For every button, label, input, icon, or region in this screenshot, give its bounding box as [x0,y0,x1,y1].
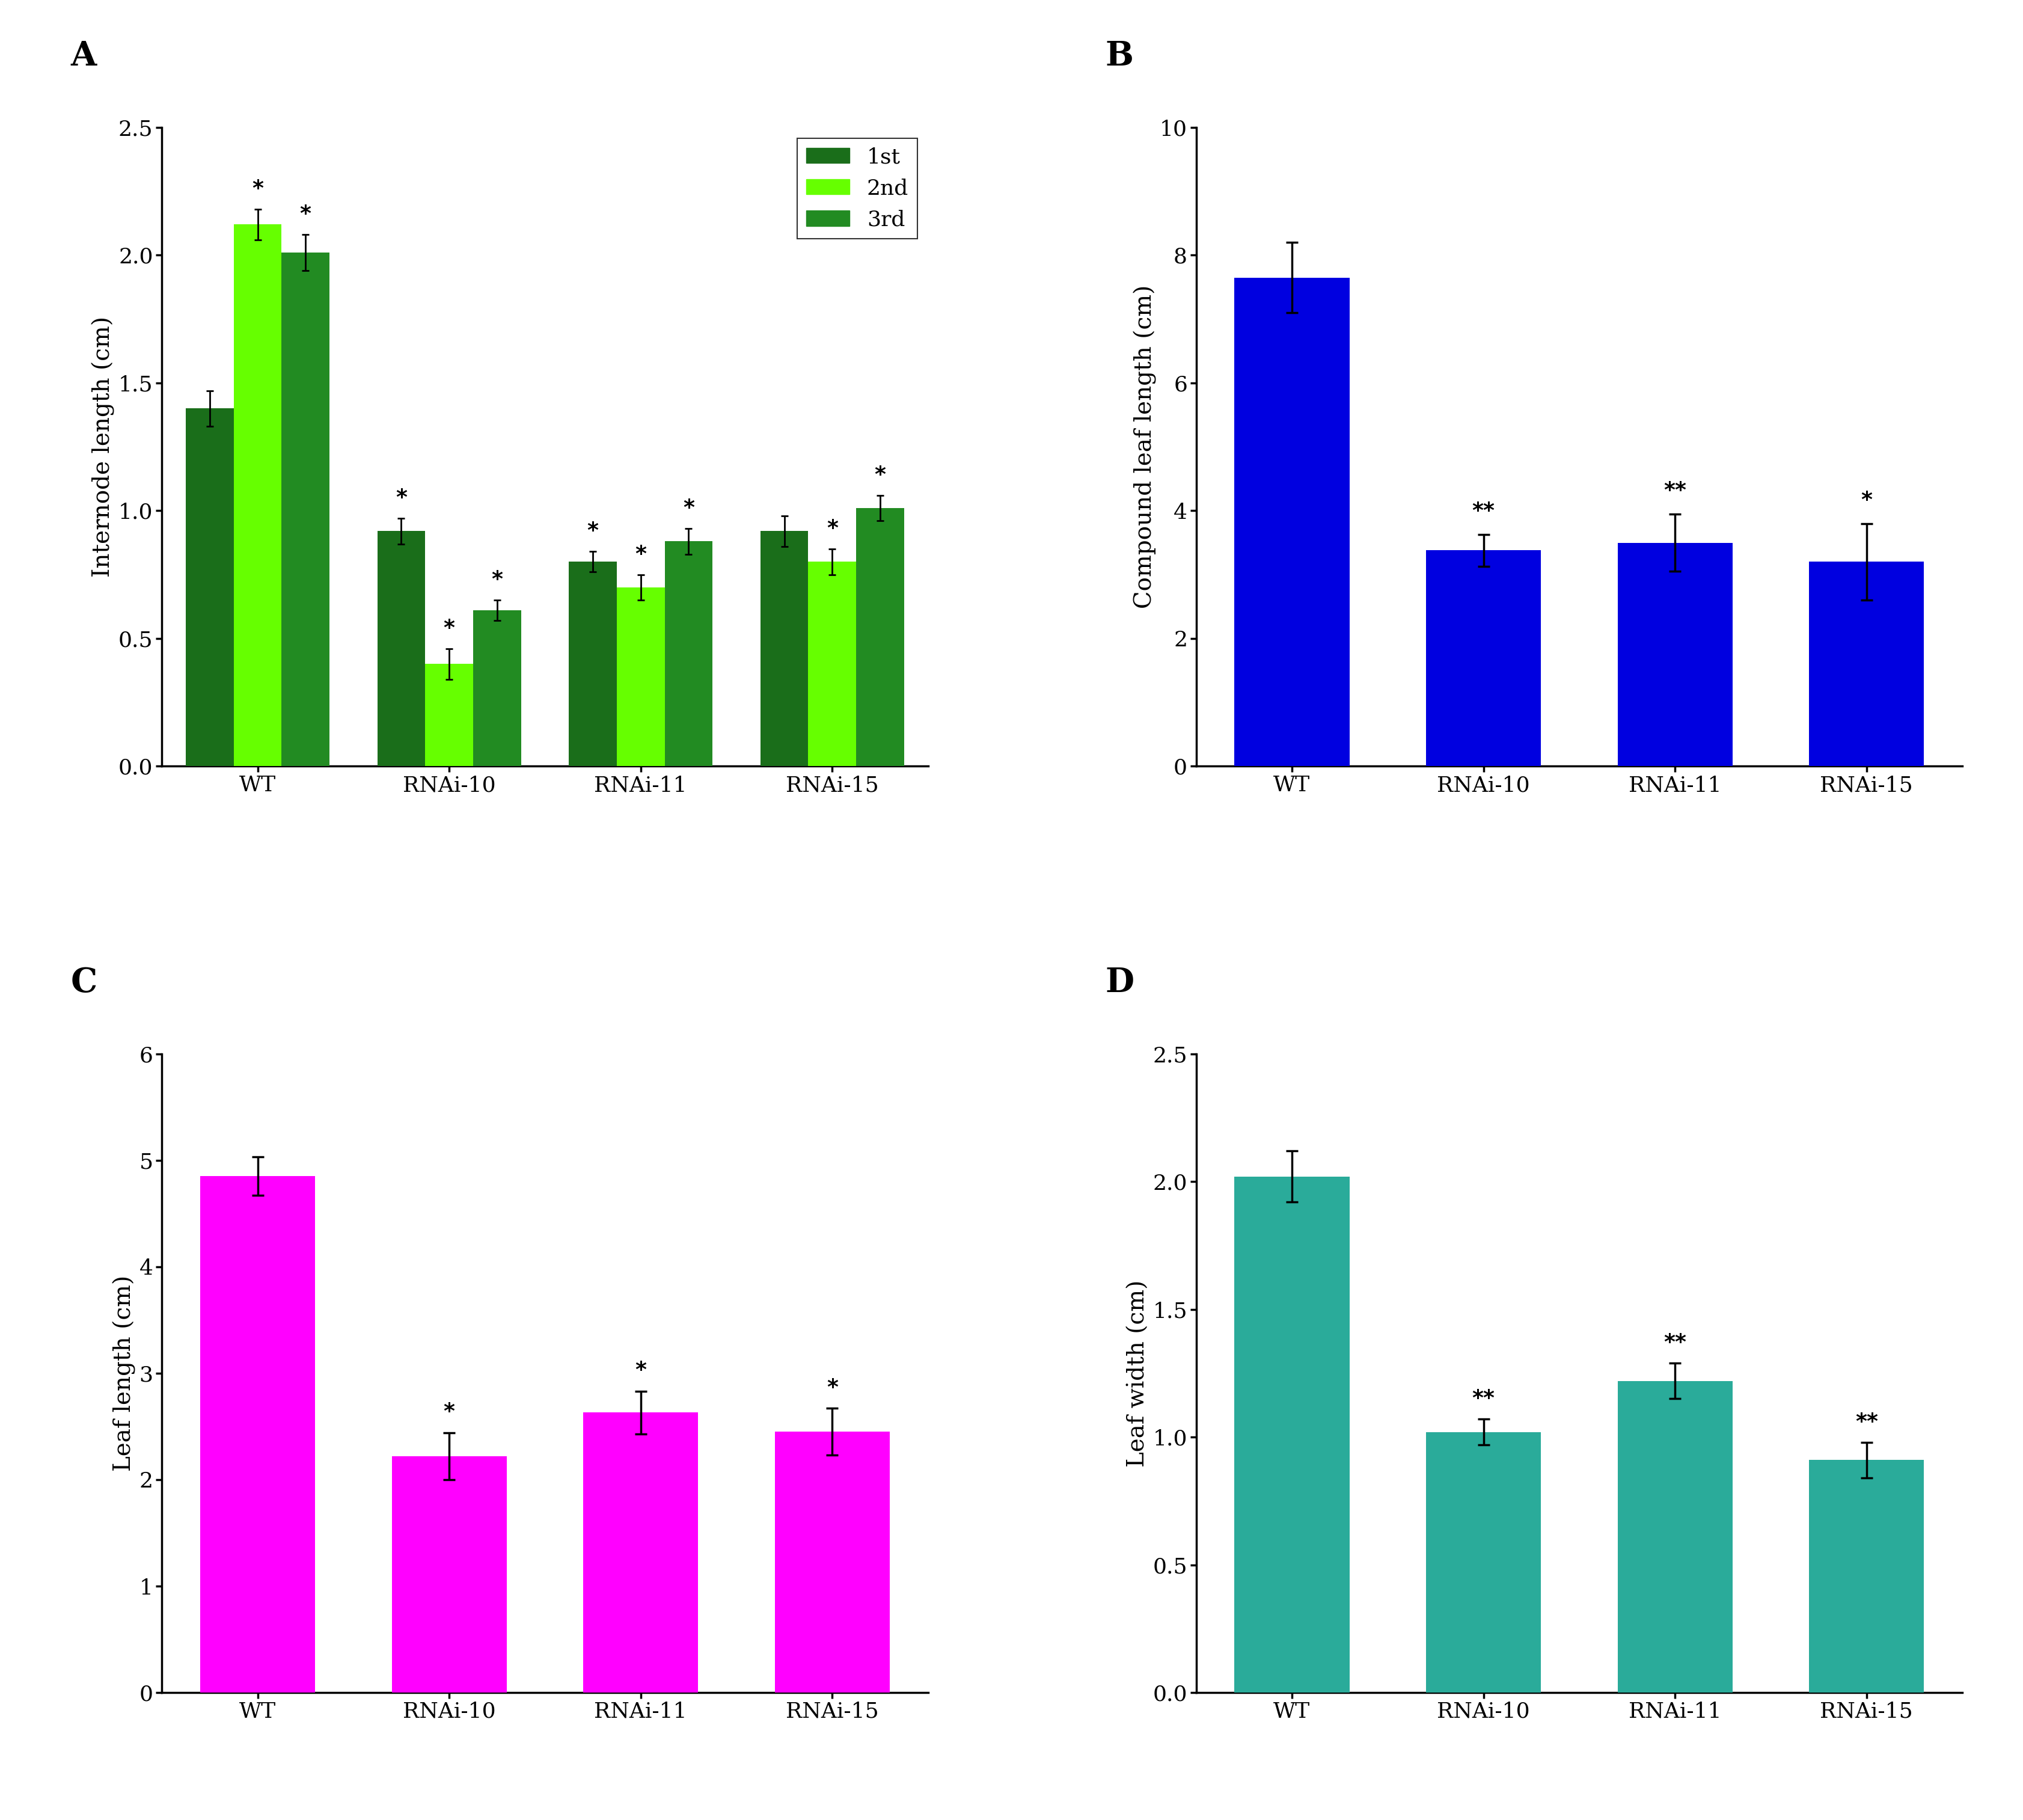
Bar [473,610,522,766]
Text: **: ** [1473,501,1495,522]
Text: *: * [874,464,886,486]
Y-axis label: Compound leaf length (cm): Compound leaf length (cm) [1133,286,1157,608]
Text: **: ** [1473,1389,1495,1409]
Text: **: ** [1663,480,1687,501]
Bar [1618,1381,1732,1693]
Bar [1426,550,1542,766]
Text: A: A [71,40,97,73]
Bar [617,588,666,766]
Text: *: * [299,204,312,224]
Bar [666,541,712,766]
Text: *: * [587,521,599,541]
Text: *: * [397,488,407,508]
Bar [761,531,809,766]
Text: C: C [71,966,97,999]
Text: *: * [443,619,455,639]
Text: *: * [492,570,504,590]
Y-axis label: Internode length (cm): Internode length (cm) [91,317,115,577]
Bar [775,1432,890,1693]
Y-axis label: Leaf length (cm): Leaf length (cm) [113,1276,136,1471]
Text: **: ** [1855,1412,1877,1432]
Text: *: * [253,178,263,198]
Bar [186,408,235,766]
Bar [1809,1460,1924,1693]
Text: *: * [443,1401,455,1421]
Bar [200,1176,316,1693]
Bar [392,1456,506,1693]
Bar [1426,1432,1542,1693]
Bar [378,531,425,766]
Text: B: B [1105,40,1133,73]
Text: *: * [827,1378,838,1398]
Text: D: D [1105,966,1135,999]
Bar [235,224,281,766]
Bar [809,562,856,766]
Bar [281,253,330,766]
Bar [425,664,473,766]
Legend: 1st, 2nd, 3rd: 1st, 2nd, 3rd [797,138,916,238]
Y-axis label: Leaf width (cm): Leaf width (cm) [1127,1279,1149,1467]
Bar [583,1412,698,1693]
Text: *: * [635,544,647,564]
Text: **: ** [1663,1332,1687,1352]
Bar [1809,562,1924,766]
Text: *: * [827,519,838,539]
Bar [1234,277,1349,766]
Text: *: * [1861,490,1871,511]
Bar [1618,542,1732,766]
Bar [1234,1176,1349,1693]
Bar [568,562,617,766]
Text: *: * [635,1360,647,1381]
Text: *: * [684,499,694,519]
Bar [856,508,904,766]
